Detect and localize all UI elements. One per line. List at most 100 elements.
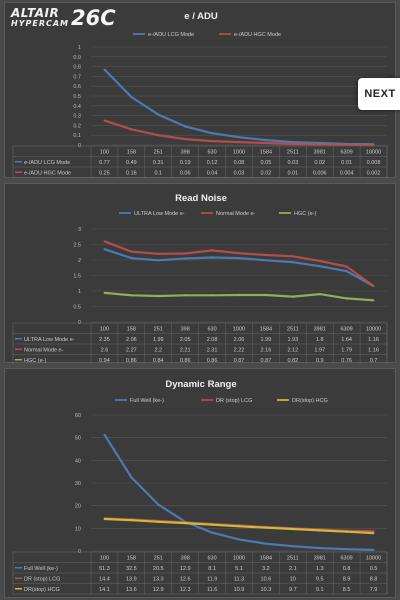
- data-table-cell: 0.25: [99, 171, 110, 177]
- y-tick-label: 0.5: [73, 94, 81, 100]
- data-point: [211, 523, 213, 526]
- data-point: [345, 270, 348, 273]
- data-table-cell: 11.9: [207, 577, 217, 583]
- data-table-cell: 14.4: [99, 577, 110, 583]
- x-tick-label: 1000: [233, 150, 245, 156]
- data-table-cell: 10.9: [234, 587, 245, 593]
- data-table-cell: 0.03: [287, 160, 298, 166]
- data-point: [103, 248, 106, 251]
- x-tick-label: 3981: [314, 150, 326, 156]
- legend-entry: DR (stop) LCG: [216, 398, 252, 404]
- data-point: [130, 519, 133, 522]
- data-table-cell: 0.8: [343, 566, 351, 572]
- series-line-full-well-ke: [103, 434, 374, 551]
- series-line-normal-mode-e: [104, 240, 375, 287]
- chart-dynamic-range: Dynamic Range Full Well (ke-) DR (stop) LC…: [12, 379, 388, 595]
- data-point: [372, 143, 375, 146]
- data-point: [103, 518, 106, 520]
- data-table-cell: 0.02: [261, 171, 272, 177]
- data-point: [130, 294, 133, 297]
- data-point: [211, 294, 213, 297]
- y-tick-label: 40: [75, 458, 81, 464]
- y-tick-label: 0.4: [73, 104, 81, 110]
- data-table-cell: 0.9: [316, 358, 324, 364]
- next-button[interactable]: NEXT: [358, 78, 400, 110]
- x-tick-label: 100: [100, 556, 109, 562]
- data-point: [157, 520, 160, 523]
- x-tick-label: 1584: [260, 150, 272, 156]
- data-table-cell: 13.9: [126, 577, 137, 583]
- data-table-cell: 2.06: [234, 337, 245, 343]
- data-point: [265, 259, 267, 262]
- data-point: [318, 547, 321, 549]
- y-tick-label: 2: [78, 258, 81, 264]
- data-point: [372, 285, 375, 287]
- data-point: [130, 128, 133, 131]
- y-tick-label: 20: [75, 504, 81, 510]
- data-point: [103, 240, 106, 243]
- data-table-cell: 0.03: [234, 171, 245, 177]
- data-point: [211, 256, 213, 259]
- legend-entry: e-/ADU HGC Mode: [234, 32, 281, 38]
- x-tick-label: 1000: [233, 556, 245, 562]
- data-table-cell: 1.3: [316, 566, 324, 572]
- data-point: [318, 293, 321, 295]
- data-point: [265, 254, 267, 256]
- x-tick-label: 6309: [341, 327, 353, 333]
- data-table-cell: 0.02: [314, 160, 325, 166]
- y-tick-label: 1: [78, 45, 81, 51]
- x-tick-label: 10000: [366, 150, 381, 156]
- legend-entry: HGC (e-): [294, 211, 316, 217]
- x-tick-label: 1584: [260, 556, 272, 562]
- data-table-cell: 2.16: [261, 348, 272, 354]
- data-point: [372, 530, 375, 532]
- data-table-cell: 0.01: [287, 171, 298, 177]
- data-point: [130, 476, 133, 479]
- x-tick-label: 251: [154, 556, 163, 562]
- data-table-cell: 8.9: [343, 577, 351, 583]
- data-point: [184, 257, 187, 260]
- data-point: [345, 143, 348, 146]
- data-point: [184, 138, 187, 141]
- x-tick-label: 1000: [233, 327, 245, 333]
- data-point: [211, 531, 213, 534]
- data-table-cell: 0.05: [261, 160, 272, 166]
- data-table-cell: 2.31: [207, 348, 218, 354]
- data-point: [291, 255, 294, 258]
- data-point: [130, 250, 133, 253]
- data-table-cell: 10: [290, 577, 296, 583]
- logo-model-text: 26C: [71, 6, 116, 30]
- data-point: [345, 548, 348, 551]
- data-table-cell: 0.84: [153, 358, 164, 364]
- x-tick-label: 1584: [260, 327, 272, 333]
- data-point: [157, 295, 160, 297]
- y-tick-label: 0.9: [73, 55, 81, 61]
- data-point: [291, 528, 294, 530]
- x-tick-label: 630: [207, 150, 216, 156]
- y-tick-label: 0.8: [73, 65, 81, 71]
- data-table-cell: 2.12: [287, 348, 298, 354]
- y-tick-label: 0.7: [73, 74, 81, 80]
- data-point: [103, 433, 106, 436]
- series-line-hgc-e: [104, 291, 374, 302]
- legend-entry: e-/ADU LCG Mode: [148, 32, 194, 38]
- data-table-cell: 0.5: [370, 566, 378, 572]
- data-point: [103, 68, 106, 71]
- data-point: [265, 142, 267, 144]
- x-tick-label: 251: [154, 327, 163, 333]
- data-table-series-label: Normal Mode e-: [24, 348, 64, 354]
- x-tick-label: 6309: [341, 150, 353, 156]
- data-table-cell: 32.5: [126, 566, 137, 572]
- data-point: [103, 119, 106, 122]
- data-table-cell: 0.49: [126, 160, 137, 166]
- data-point: [130, 257, 133, 260]
- x-tick-label: 3981: [314, 327, 326, 333]
- data-table-cell: 1.8: [316, 337, 324, 343]
- data-point: [372, 548, 375, 551]
- data-point: [238, 538, 240, 541]
- data-table-cell: 12.6: [180, 577, 191, 583]
- logo-brand-text: ALTAIR: [11, 6, 60, 20]
- data-table-cell: 10.3: [261, 587, 272, 593]
- data-point: [238, 252, 240, 255]
- data-table-cell: 0.004: [340, 171, 354, 177]
